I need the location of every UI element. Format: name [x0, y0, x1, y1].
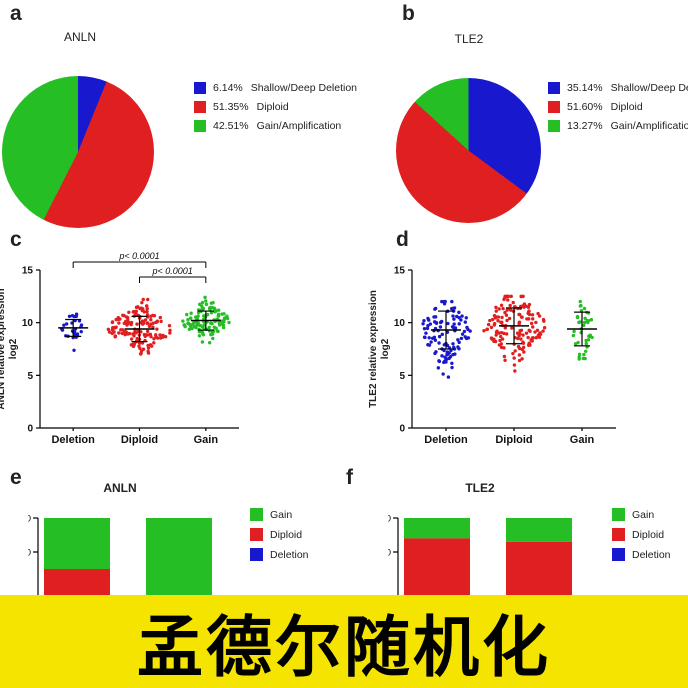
legend-value: 6.14% — [213, 82, 243, 94]
legend-label: Deletion — [270, 548, 309, 561]
legend-item: Deletion — [612, 548, 671, 561]
legend-item: Gain — [250, 508, 309, 521]
legend-label: Diploid — [256, 101, 289, 113]
legend-swatch — [250, 528, 263, 541]
panel-c-label: c — [10, 228, 22, 251]
tle2-bar-legend: Gain Diploid Deletion — [612, 508, 671, 568]
svg-text:0: 0 — [399, 424, 405, 435]
svg-text:Gain: Gain — [570, 434, 595, 446]
svg-text:10: 10 — [22, 318, 34, 329]
legend-item: 6.14% Shallow/Deep Deletion — [194, 82, 357, 94]
legend-swatch — [194, 82, 206, 94]
svg-text:15: 15 — [394, 266, 406, 277]
anln-pie-chart — [2, 76, 154, 228]
legend-label: Shallow/Deep Deletion — [610, 82, 688, 94]
legend-item: 35.14% Shallow/Deep Deletion — [548, 82, 688, 94]
svg-text:100: 100 — [28, 514, 31, 525]
svg-text:15: 15 — [22, 266, 34, 277]
legend-swatch — [194, 120, 206, 132]
anln-scatter-chart: 0 5 10 15 Deletion Diploid Gain p< 0.0001 p< 0.0… — [10, 246, 245, 458]
tle2-scatter-chart: 0 5 10 15 Deletion Diploid Gain — [382, 246, 622, 458]
legend-label: Gain — [632, 508, 655, 521]
legend-value: 51.60% — [567, 101, 603, 113]
legend-swatch — [612, 508, 625, 521]
legend-swatch — [548, 82, 560, 94]
legend-value: 42.51% — [213, 120, 249, 132]
legend-label: Diploid — [632, 528, 665, 541]
svg-text:10: 10 — [394, 318, 406, 329]
legend-item: Deletion — [250, 548, 309, 561]
panel-e-title: ANLN — [103, 481, 137, 495]
legend-label: Shallow/Deep Deletion — [250, 82, 358, 94]
legend-label: Gain/Amplification — [610, 120, 688, 132]
legend-value: 13.27% — [567, 120, 603, 132]
panel-e-label: e — [10, 466, 22, 489]
svg-text:Deletion: Deletion — [51, 434, 95, 446]
legend-item: 51.60% Diploid — [548, 101, 688, 113]
svg-text:100: 100 — [388, 514, 391, 525]
panel-f-label: f — [346, 466, 353, 489]
scatter-canvas: 0 5 10 15 Deletion Diploid Gain p< 0.0001 p< 0.0… — [22, 251, 239, 446]
anln-bar-legend: Gain Diploid Deletion — [250, 508, 309, 568]
legend-item: 51.35% Diploid — [194, 101, 357, 113]
panel-a-label: a — [10, 2, 22, 25]
svg-text:80: 80 — [28, 548, 31, 559]
legend-swatch — [548, 101, 560, 113]
svg-text:Diploid: Diploid — [121, 434, 158, 446]
legend-swatch — [612, 528, 625, 541]
legend-item: Diploid — [250, 528, 309, 541]
tle2-pie-chart — [396, 78, 541, 223]
legend-item: Diploid — [612, 528, 671, 541]
legend-label: Deletion — [632, 548, 671, 561]
banner: 孟德尔随机化 — [0, 595, 688, 688]
legend-item: 13.27% Gain/Amplification — [548, 120, 688, 132]
tle2-pie-legend: 35.14% Shallow/Deep Deletion 51.60% Diploid… — [548, 82, 688, 139]
legend-swatch — [250, 508, 263, 521]
legend-value: 51.35% — [213, 101, 249, 113]
scatter-canvas: 0 5 10 15 Deletion Diploid Gain — [394, 266, 616, 446]
svg-text:Gain: Gain — [194, 434, 219, 446]
legend-swatch — [548, 120, 560, 132]
panel-b-title: TLE2 — [454, 32, 484, 46]
svg-text:80: 80 — [388, 548, 391, 559]
legend-swatch — [250, 548, 263, 561]
legend-label: Diploid — [610, 101, 643, 113]
legend-label: Diploid — [270, 528, 303, 541]
svg-text:p< 0.0001: p< 0.0001 — [152, 266, 193, 276]
panel-d-label: d — [396, 228, 409, 251]
legend-item: 42.51% Gain/Amplification — [194, 120, 357, 132]
banner-text: 孟德尔随机化 — [137, 609, 551, 684]
legend-label: Gain/Amplification — [256, 120, 342, 132]
legend-value: 35.14% — [567, 82, 603, 94]
panel-b-label: b — [402, 2, 415, 25]
panel-a-title: ANLN — [63, 30, 96, 44]
anln-pie-legend: 6.14% Shallow/Deep Deletion 51.35% Diploid 4… — [194, 82, 357, 139]
legend-swatch — [612, 548, 625, 561]
svg-text:5: 5 — [27, 371, 33, 382]
svg-text:5: 5 — [399, 371, 405, 382]
panel-d-y-axis-label-line1: TLE2 relative expression — [368, 290, 379, 408]
svg-text:0: 0 — [27, 424, 33, 435]
legend-swatch — [194, 101, 206, 113]
svg-text:Deletion: Deletion — [424, 434, 468, 446]
panel-f-title: TLE2 — [465, 481, 495, 495]
svg-text:Diploid: Diploid — [495, 434, 532, 446]
panel-c-y-axis-label-line1: ANLN relative expression — [0, 288, 7, 410]
svg-text:p< 0.0001: p< 0.0001 — [118, 251, 159, 261]
legend-label: Gain — [270, 508, 293, 521]
legend-item: Gain — [612, 508, 671, 521]
